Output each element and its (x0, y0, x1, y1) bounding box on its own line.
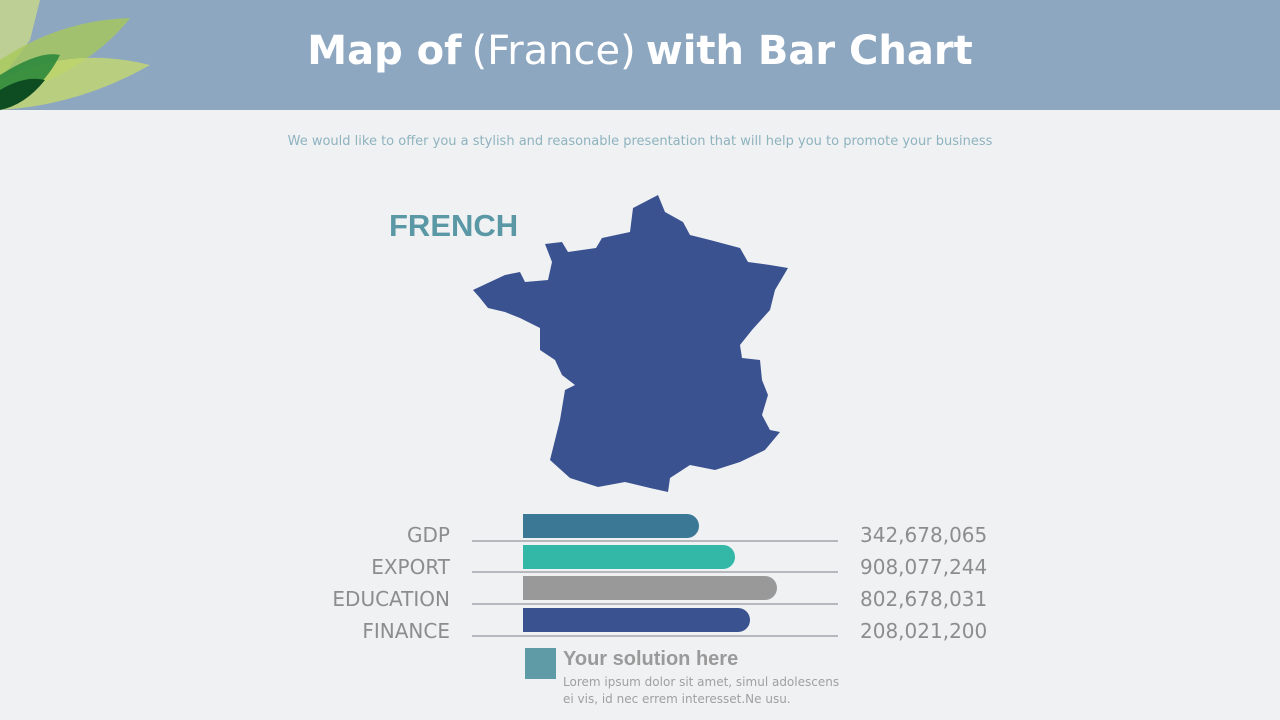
row-line (472, 540, 838, 542)
row-value: 802,678,031 (860, 587, 988, 611)
title-bold-start: Map of (307, 28, 462, 74)
bar (523, 576, 777, 600)
row-line (472, 635, 838, 637)
title-bold-end: with Bar Chart (645, 28, 973, 74)
bar (523, 608, 750, 632)
title: Map of (France) with Bar Chart (0, 28, 1280, 74)
row-value: 342,678,065 (860, 523, 988, 547)
row-line (472, 571, 838, 573)
row-label: EDUCATION (332, 587, 450, 611)
footer-heading: Your solution here (563, 648, 739, 670)
bar (523, 514, 699, 538)
map-label: FRENCH (389, 208, 519, 243)
row-line (472, 603, 838, 605)
subtitle: We would like to offer you a stylish and… (287, 134, 993, 149)
row-label: FINANCE (362, 619, 450, 643)
banner (0, 0, 1280, 110)
row-value: 908,077,244 (860, 555, 988, 579)
title-middle: (France) (471, 28, 636, 74)
leaf-decoration (0, 0, 150, 110)
row-value: 208,021,200 (860, 619, 988, 643)
row-label: GDP (407, 523, 450, 547)
footer-body: Lorem ipsum dolor sit amet, simul adoles… (563, 675, 840, 706)
footer-square (525, 648, 556, 679)
bar (523, 545, 735, 569)
row-label: EXPORT (371, 555, 450, 579)
